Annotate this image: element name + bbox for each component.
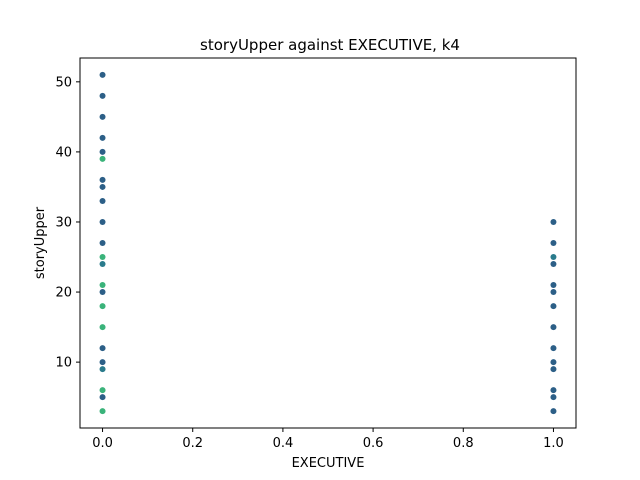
x-tick-label: 0.6 <box>363 436 384 451</box>
data-point-21 <box>99 394 106 401</box>
x-axis-label: EXECUTIVE <box>292 456 365 471</box>
data-point-26 <box>550 261 557 268</box>
data-point-33 <box>550 366 557 373</box>
data-point-22 <box>99 408 106 415</box>
data-point-7 <box>99 183 106 190</box>
x-tick-label: 0.0 <box>92 436 113 451</box>
plot-area-frame <box>79 57 577 429</box>
data-point-24 <box>550 240 557 246</box>
points-layer <box>99 71 557 415</box>
x-tick-label: 0.4 <box>273 436 294 451</box>
data-point-1 <box>99 92 106 99</box>
y-tick-label: 30 <box>55 215 72 230</box>
data-point-36 <box>550 408 557 415</box>
data-point-12 <box>99 261 106 268</box>
data-point-9 <box>99 218 106 225</box>
data-point-11 <box>99 254 106 261</box>
x-tick-label: 0.8 <box>453 436 474 451</box>
y-tick-label: 10 <box>55 356 72 371</box>
data-point-20 <box>99 387 106 394</box>
y-axis-label: storyUpper <box>33 206 48 279</box>
data-point-29 <box>550 303 557 310</box>
data-point-19 <box>99 366 106 373</box>
data-point-25 <box>550 254 557 261</box>
x-tick-label: 0.2 <box>182 436 203 451</box>
data-point-0 <box>99 71 106 78</box>
x-axis-ticks: 0.0 0.2 0.4 0.6 0.8 1.0 <box>92 428 564 451</box>
data-point-32 <box>550 359 557 366</box>
data-point-4 <box>99 148 106 155</box>
x-tick-label: 1.0 <box>543 436 564 451</box>
data-point-31 <box>550 345 557 352</box>
data-point-10 <box>99 240 106 246</box>
data-point-14 <box>99 289 106 296</box>
data-point-27 <box>550 282 557 289</box>
y-tick-label: 50 <box>55 75 72 90</box>
data-point-15 <box>99 303 106 310</box>
data-point-16 <box>99 324 106 331</box>
y-tick-label: 20 <box>55 286 72 301</box>
data-point-17 <box>99 345 106 352</box>
y-tick-label: 40 <box>55 145 72 160</box>
data-point-13 <box>99 282 106 289</box>
data-point-18 <box>99 359 106 366</box>
data-point-35 <box>550 394 557 401</box>
data-point-23 <box>550 218 557 225</box>
data-point-30 <box>550 324 557 331</box>
data-point-6 <box>99 176 106 183</box>
data-point-34 <box>550 387 557 394</box>
data-point-2 <box>99 113 106 120</box>
data-point-3 <box>99 134 106 141</box>
data-point-8 <box>99 197 106 204</box>
data-point-28 <box>550 289 557 296</box>
y-axis-ticks: 10 20 30 40 50 <box>55 75 80 371</box>
chart-title: storyUpper against EXECUTIVE, k4 <box>200 36 460 54</box>
data-point-5 <box>99 155 106 162</box>
